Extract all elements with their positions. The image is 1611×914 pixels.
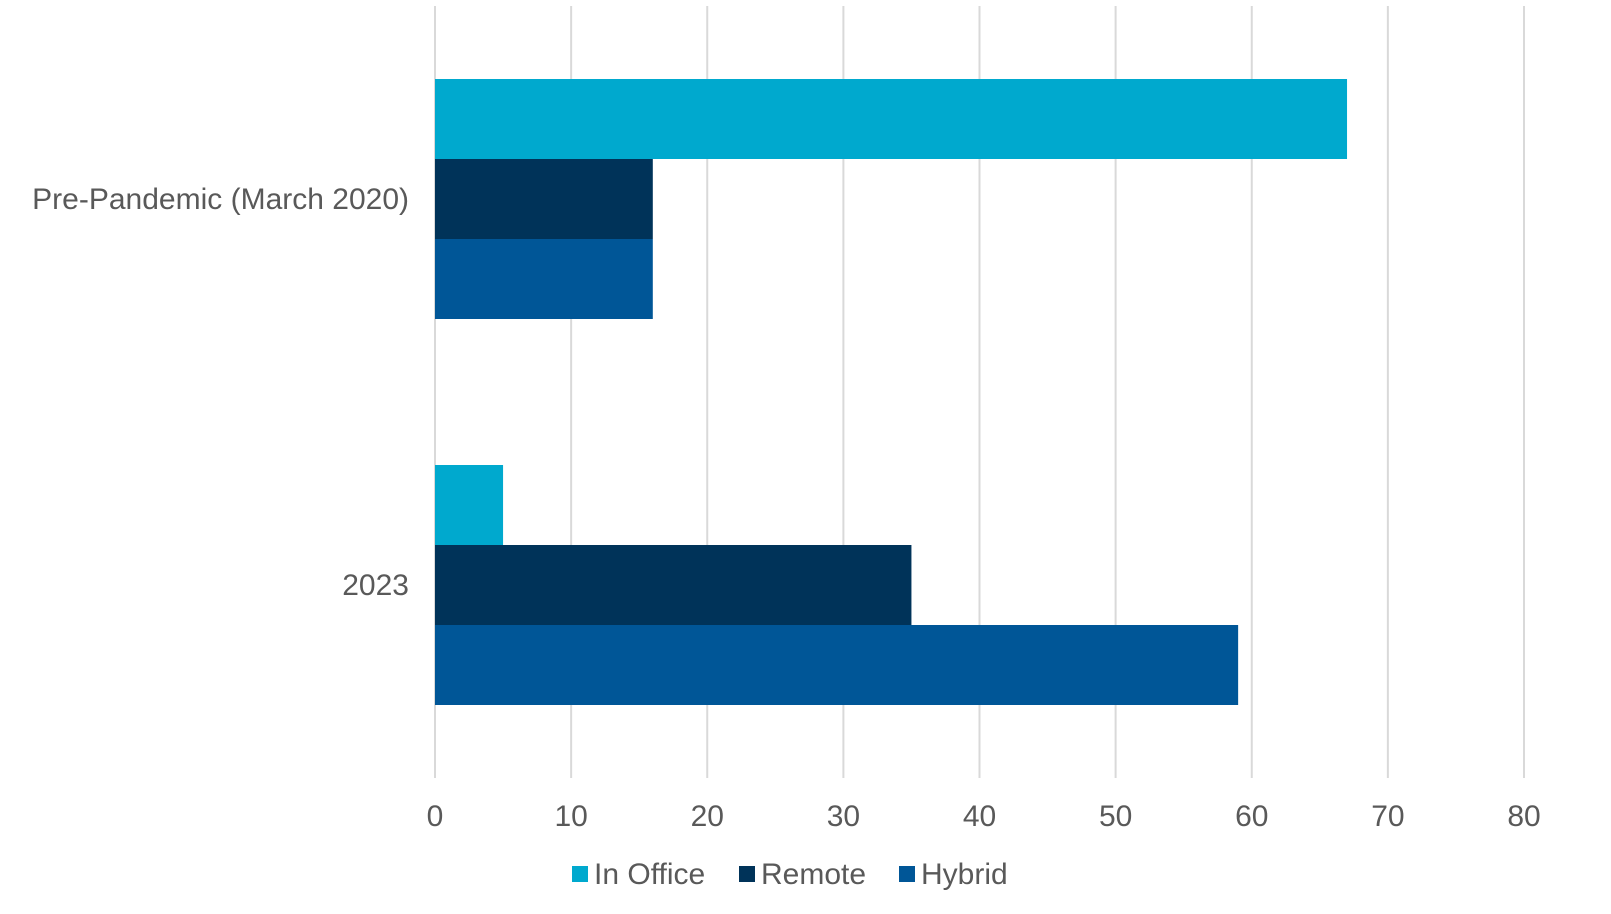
legend-swatch <box>739 866 755 882</box>
legend-label: Hybrid <box>921 858 1008 891</box>
bar-hybrid <box>435 239 653 319</box>
x-tick-label: 70 <box>1371 800 1404 833</box>
bar-remote <box>435 159 653 239</box>
x-tick-label: 10 <box>554 800 587 833</box>
x-tick-label: 30 <box>827 800 860 833</box>
legend-label: In Office <box>594 858 705 891</box>
x-tick-label: 20 <box>691 800 724 833</box>
legend: In Office Remote Hybrid <box>572 858 1008 891</box>
bar-in-office <box>435 79 1348 159</box>
category-label: 2023 <box>342 569 409 602</box>
x-tick-label: 80 <box>1507 800 1540 833</box>
category-label: Pre-Pandemic (March 2020) <box>32 183 409 216</box>
bars <box>435 79 1348 705</box>
x-tick-label: 50 <box>1099 800 1132 833</box>
category-labels: Pre-Pandemic (March 2020) 2023 <box>32 183 409 602</box>
x-axis-ticks: 0 10 20 30 40 50 60 70 80 <box>427 800 1541 833</box>
bar-hybrid <box>435 625 1239 705</box>
x-tick-label: 60 <box>1235 800 1268 833</box>
bar-in-office <box>435 465 504 545</box>
x-tick-label: 0 <box>427 800 444 833</box>
legend-swatch <box>572 866 588 882</box>
bar-remote <box>435 545 912 625</box>
legend-swatch <box>899 866 915 882</box>
x-tick-label: 40 <box>963 800 996 833</box>
legend-label: Remote <box>761 858 866 891</box>
